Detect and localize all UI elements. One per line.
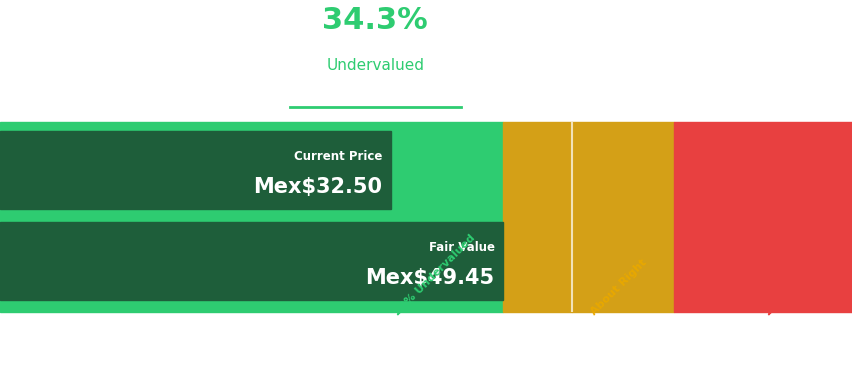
Text: Undervalued: Undervalued	[326, 59, 423, 73]
Bar	[571, 122, 673, 312]
Bar	[0, 222, 503, 300]
Text: 34.3%: 34.3%	[322, 6, 428, 35]
Bar	[0, 131, 390, 209]
Text: Mex$32.50: Mex$32.50	[253, 177, 382, 197]
Text: Current Price: Current Price	[293, 149, 382, 163]
Bar	[673, 122, 852, 312]
Text: 20% Undervalued: 20% Undervalued	[392, 233, 477, 317]
Text: About Right: About Right	[588, 258, 648, 317]
Text: 20% Overvalued: 20% Overvalued	[763, 238, 842, 317]
Bar	[0, 122, 503, 312]
Text: Fair Value: Fair Value	[429, 241, 494, 254]
Bar	[503, 122, 571, 312]
Text: Mex$49.45: Mex$49.45	[366, 268, 494, 288]
